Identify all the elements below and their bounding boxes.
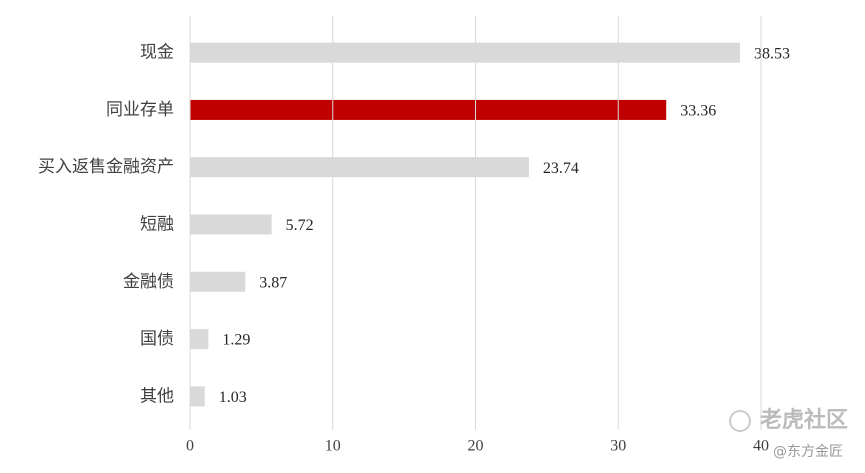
bar <box>190 271 246 292</box>
data-label: 1.03 <box>219 389 247 406</box>
x-tick-label: 40 <box>753 438 769 455</box>
x-tick-label: 10 <box>325 438 341 455</box>
data-label: 23.74 <box>543 160 579 177</box>
x-tick-label: 20 <box>468 438 484 455</box>
y-tick-label: 短融 <box>140 215 174 235</box>
y-tick-label: 买入返售金融资产 <box>38 157 174 177</box>
bar <box>190 329 209 350</box>
y-tick-label: 金融债 <box>123 272 174 292</box>
watermark-icon <box>729 410 751 432</box>
x-tick-label: 30 <box>610 438 626 455</box>
data-label: 3.87 <box>259 274 287 291</box>
y-tick-label: 同业存单 <box>106 100 174 120</box>
y-tick-label: 现金 <box>140 43 174 63</box>
watermark-brand: 老虎社区 <box>759 407 848 433</box>
x-tick-label: 0 <box>186 438 194 455</box>
y-tick-label: 其他 <box>140 386 174 406</box>
data-label: 1.29 <box>222 332 250 349</box>
data-label: 5.72 <box>286 217 314 234</box>
watermark-author: @东方金匠 <box>773 444 843 460</box>
data-label: 33.36 <box>680 103 716 120</box>
bar <box>190 386 205 407</box>
bar <box>190 214 272 235</box>
bar <box>190 42 741 63</box>
data-label: 38.53 <box>754 45 790 62</box>
y-tick-label: 国债 <box>140 329 174 349</box>
bar <box>190 157 529 178</box>
bar <box>190 99 667 120</box>
